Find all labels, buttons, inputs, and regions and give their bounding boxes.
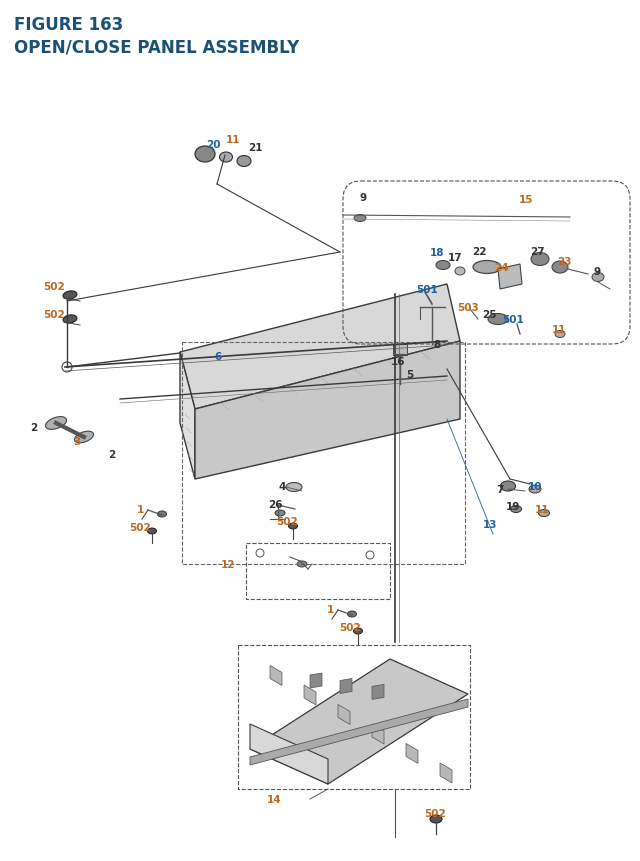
- Text: 11: 11: [226, 135, 240, 145]
- Polygon shape: [250, 724, 328, 784]
- Polygon shape: [406, 744, 418, 764]
- Text: 502: 502: [43, 282, 65, 292]
- Circle shape: [256, 549, 264, 557]
- Text: OPEN/CLOSE PANEL ASSEMBLY: OPEN/CLOSE PANEL ASSEMBLY: [14, 38, 300, 56]
- Text: 5: 5: [406, 369, 413, 380]
- Ellipse shape: [195, 147, 215, 163]
- Text: 25: 25: [482, 310, 496, 319]
- Text: 502: 502: [339, 623, 361, 632]
- Text: 502: 502: [43, 310, 65, 319]
- Ellipse shape: [500, 481, 515, 492]
- Circle shape: [62, 362, 72, 373]
- Ellipse shape: [286, 483, 302, 492]
- Ellipse shape: [289, 523, 298, 530]
- Ellipse shape: [220, 152, 232, 163]
- Ellipse shape: [45, 417, 67, 430]
- Polygon shape: [180, 353, 195, 480]
- Ellipse shape: [473, 261, 501, 274]
- Ellipse shape: [147, 529, 157, 535]
- Text: 15: 15: [519, 195, 533, 205]
- Ellipse shape: [531, 253, 549, 266]
- Ellipse shape: [353, 629, 362, 635]
- Polygon shape: [372, 724, 384, 744]
- Text: 502: 502: [276, 517, 298, 526]
- Polygon shape: [304, 685, 316, 705]
- Polygon shape: [372, 684, 384, 700]
- Ellipse shape: [430, 815, 442, 823]
- Text: 26: 26: [268, 499, 282, 510]
- Ellipse shape: [157, 511, 166, 517]
- Polygon shape: [250, 660, 468, 784]
- Ellipse shape: [436, 261, 450, 270]
- Ellipse shape: [63, 315, 77, 324]
- Polygon shape: [498, 264, 522, 289]
- Text: 501: 501: [416, 285, 438, 294]
- Ellipse shape: [237, 157, 251, 167]
- Text: 14: 14: [267, 794, 282, 804]
- Text: 22: 22: [472, 247, 486, 257]
- Ellipse shape: [348, 611, 356, 617]
- Ellipse shape: [488, 314, 508, 325]
- Text: 502: 502: [129, 523, 151, 532]
- Text: 2: 2: [30, 423, 38, 432]
- Ellipse shape: [354, 215, 366, 222]
- Ellipse shape: [555, 331, 565, 338]
- Text: 17: 17: [448, 253, 462, 263]
- Text: 2: 2: [108, 449, 116, 460]
- Polygon shape: [393, 344, 407, 356]
- Text: 24: 24: [493, 263, 508, 273]
- Ellipse shape: [552, 262, 568, 274]
- Polygon shape: [270, 666, 282, 685]
- Text: 16: 16: [391, 356, 405, 367]
- Polygon shape: [180, 285, 460, 410]
- Text: 503: 503: [457, 303, 479, 313]
- Text: 23: 23: [557, 257, 572, 267]
- Polygon shape: [310, 673, 322, 688]
- Ellipse shape: [511, 506, 522, 513]
- Text: FIGURE 163: FIGURE 163: [14, 16, 124, 34]
- Text: 1: 1: [326, 604, 333, 614]
- Text: 11: 11: [552, 325, 566, 335]
- Text: 9: 9: [593, 267, 600, 276]
- Polygon shape: [338, 704, 350, 725]
- Text: 18: 18: [429, 248, 444, 257]
- Text: 8: 8: [433, 339, 440, 350]
- Ellipse shape: [275, 511, 285, 517]
- Ellipse shape: [455, 268, 465, 276]
- Text: 6: 6: [214, 351, 221, 362]
- Text: 3: 3: [74, 437, 81, 447]
- Text: 502: 502: [424, 808, 446, 818]
- Text: 20: 20: [205, 139, 220, 150]
- Ellipse shape: [538, 510, 550, 517]
- Circle shape: [366, 551, 374, 560]
- Text: 10: 10: [528, 481, 542, 492]
- Ellipse shape: [63, 292, 77, 300]
- Text: 9: 9: [360, 193, 367, 202]
- Ellipse shape: [592, 273, 604, 282]
- Ellipse shape: [74, 431, 93, 443]
- Text: 11: 11: [535, 505, 549, 514]
- Text: 7: 7: [496, 485, 504, 494]
- Polygon shape: [440, 763, 452, 783]
- Polygon shape: [340, 678, 352, 694]
- Text: 19: 19: [506, 501, 520, 511]
- Text: 12: 12: [221, 560, 236, 569]
- Text: 4: 4: [278, 481, 285, 492]
- Ellipse shape: [529, 486, 541, 493]
- Polygon shape: [195, 342, 460, 480]
- Text: 27: 27: [530, 247, 544, 257]
- Text: 1: 1: [136, 505, 143, 514]
- Text: 501: 501: [502, 314, 524, 325]
- Text: 13: 13: [483, 519, 497, 530]
- Ellipse shape: [297, 561, 307, 567]
- Text: 21: 21: [248, 143, 262, 152]
- Polygon shape: [250, 699, 468, 765]
